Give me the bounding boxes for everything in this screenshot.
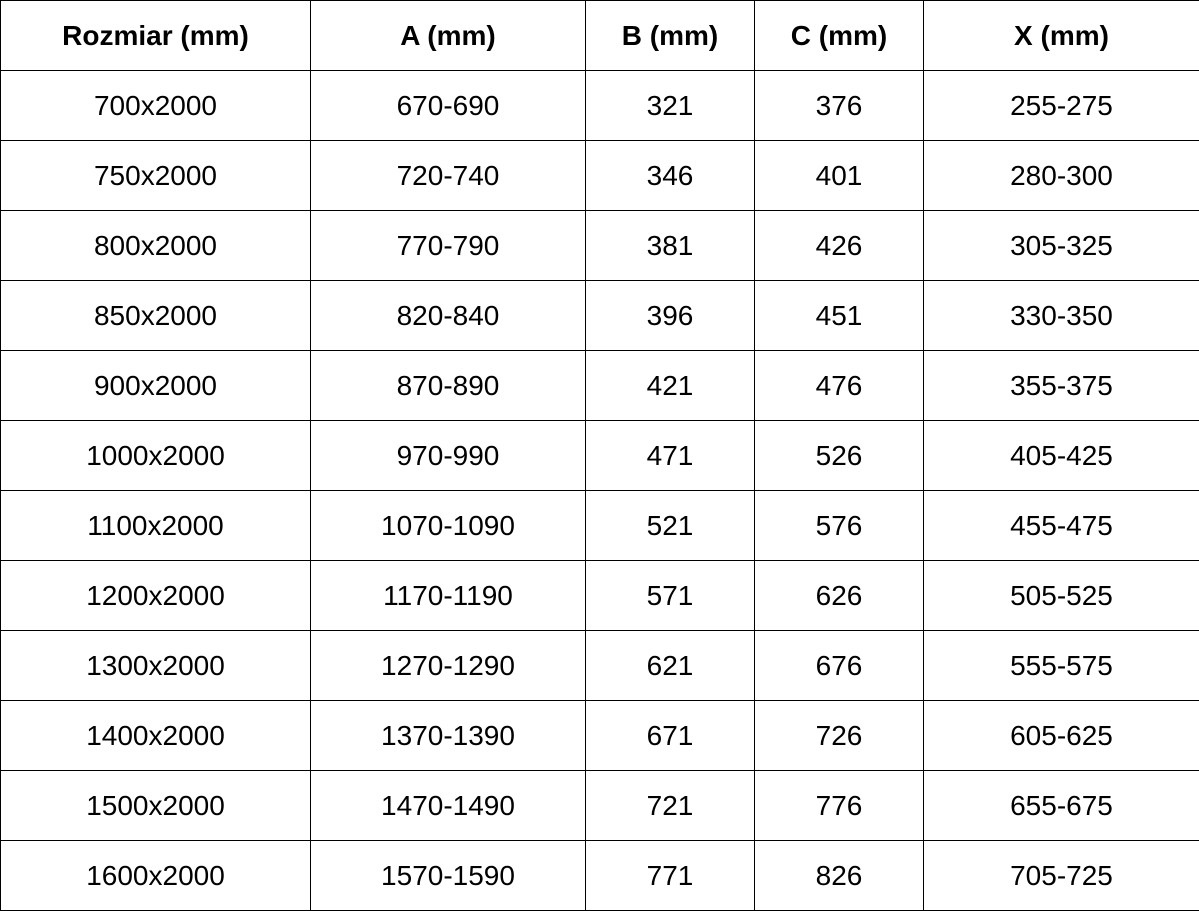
table-row: 1300x2000 1270-1290 621 676 555-575 [0, 630, 1199, 701]
table-cell: 305-325 [923, 210, 1199, 281]
table-row: 1000x2000 970-990 471 526 405-425 [0, 420, 1199, 491]
table-cell: 605-625 [923, 700, 1199, 771]
table-row: 750x2000 720-740 346 401 280-300 [0, 140, 1199, 211]
table-cell: 505-525 [923, 560, 1199, 631]
table-cell: 555-575 [923, 630, 1199, 701]
table-row: 1600x2000 1570-1590 771 826 705-725 [0, 840, 1199, 911]
table-cell: 426 [754, 210, 924, 281]
table-cell: 705-725 [923, 840, 1199, 911]
table-cell: 1300x2000 [0, 630, 311, 701]
column-header: B (mm) [585, 0, 755, 71]
table-cell: 521 [585, 490, 755, 561]
column-header: Rozmiar (mm) [0, 0, 311, 71]
table-cell: 526 [754, 420, 924, 491]
table-cell: 870-890 [310, 350, 586, 421]
table-cell: 621 [585, 630, 755, 701]
table-row: 800x2000 770-790 381 426 305-325 [0, 210, 1199, 281]
table-cell: 900x2000 [0, 350, 311, 421]
table-row: 700x2000 670-690 321 376 255-275 [0, 70, 1199, 141]
table-cell: 820-840 [310, 280, 586, 351]
table-cell: 451 [754, 280, 924, 351]
table-cell: 346 [585, 140, 755, 211]
table-cell: 255-275 [923, 70, 1199, 141]
table-cell: 321 [585, 70, 755, 141]
table-cell: 670-690 [310, 70, 586, 141]
table-cell: 771 [585, 840, 755, 911]
table-cell: 1100x2000 [0, 490, 311, 561]
table-row: 850x2000 820-840 396 451 330-350 [0, 280, 1199, 351]
column-header: A (mm) [310, 0, 586, 71]
table-cell: 401 [754, 140, 924, 211]
table-cell: 970-990 [310, 420, 586, 491]
table-cell: 671 [585, 700, 755, 771]
table-cell: 626 [754, 560, 924, 631]
table-cell: 800x2000 [0, 210, 311, 281]
table-cell: 1070-1090 [310, 490, 586, 561]
table-cell: 1370-1390 [310, 700, 586, 771]
table-cell: 576 [754, 490, 924, 561]
table-cell: 280-300 [923, 140, 1199, 211]
table-cell: 1270-1290 [310, 630, 586, 701]
table-row: 1500x2000 1470-1490 721 776 655-675 [0, 770, 1199, 841]
table-cell: 376 [754, 70, 924, 141]
table-cell: 1000x2000 [0, 420, 311, 491]
table-cell: 471 [585, 420, 755, 491]
column-header: X (mm) [923, 0, 1199, 71]
table-cell: 476 [754, 350, 924, 421]
table-cell: 1570-1590 [310, 840, 586, 911]
table-cell: 676 [754, 630, 924, 701]
table-cell: 396 [585, 280, 755, 351]
table-cell: 1170-1190 [310, 560, 586, 631]
table-cell: 1600x2000 [0, 840, 311, 911]
table-cell: 405-425 [923, 420, 1199, 491]
table-cell: 770-790 [310, 210, 586, 281]
table-cell: 700x2000 [0, 70, 311, 141]
table-cell: 355-375 [923, 350, 1199, 421]
table-cell: 571 [585, 560, 755, 631]
table-cell: 330-350 [923, 280, 1199, 351]
table-cell: 421 [585, 350, 755, 421]
table-cell: 750x2000 [0, 140, 311, 211]
table-cell: 655-675 [923, 770, 1199, 841]
table-cell: 1400x2000 [0, 700, 311, 771]
table-cell: 726 [754, 700, 924, 771]
table-cell: 721 [585, 770, 755, 841]
table-cell: 776 [754, 770, 924, 841]
table-row: 1200x2000 1170-1190 571 626 505-525 [0, 560, 1199, 631]
header-row: Rozmiar (mm) A (mm) B (mm) C (mm) X (mm) [0, 0, 1199, 71]
table-row: 1100x2000 1070-1090 521 576 455-475 [0, 490, 1199, 561]
table-row: 1400x2000 1370-1390 671 726 605-625 [0, 700, 1199, 771]
table-cell: 1200x2000 [0, 560, 311, 631]
table-cell: 1500x2000 [0, 770, 311, 841]
column-header: C (mm) [754, 0, 924, 71]
table-row: 900x2000 870-890 421 476 355-375 [0, 350, 1199, 421]
table-cell: 1470-1490 [310, 770, 586, 841]
table-cell: 455-475 [923, 490, 1199, 561]
table-cell: 850x2000 [0, 280, 311, 351]
table-cell: 720-740 [310, 140, 586, 211]
table-cell: 381 [585, 210, 755, 281]
table-cell: 826 [754, 840, 924, 911]
